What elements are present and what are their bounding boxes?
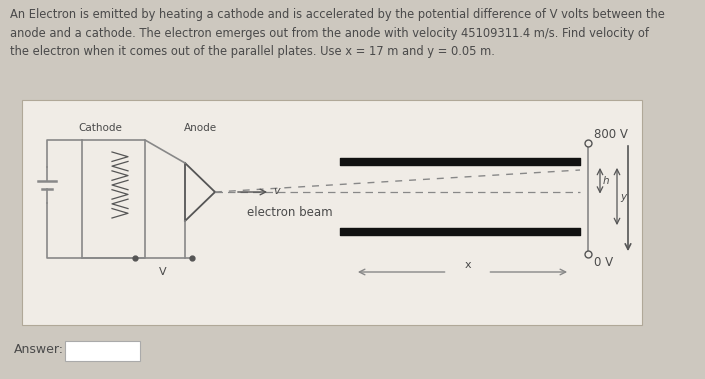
FancyBboxPatch shape [22, 100, 642, 325]
Text: 0 V: 0 V [594, 256, 613, 269]
Text: An Electron is emitted by heating a cathode and is accelerated by the potential : An Electron is emitted by heating a cath… [10, 8, 665, 58]
Text: y: y [620, 191, 626, 202]
Text: Anode: Anode [183, 123, 216, 133]
Text: V: V [159, 267, 167, 277]
Text: v: v [273, 186, 280, 196]
Text: Answer:: Answer: [14, 343, 64, 356]
Text: Cathode: Cathode [78, 123, 122, 133]
Text: h: h [603, 176, 610, 186]
Text: x: x [464, 260, 471, 270]
Text: electron beam: electron beam [247, 206, 333, 219]
FancyBboxPatch shape [65, 341, 140, 361]
Text: 800 V: 800 V [594, 128, 628, 141]
